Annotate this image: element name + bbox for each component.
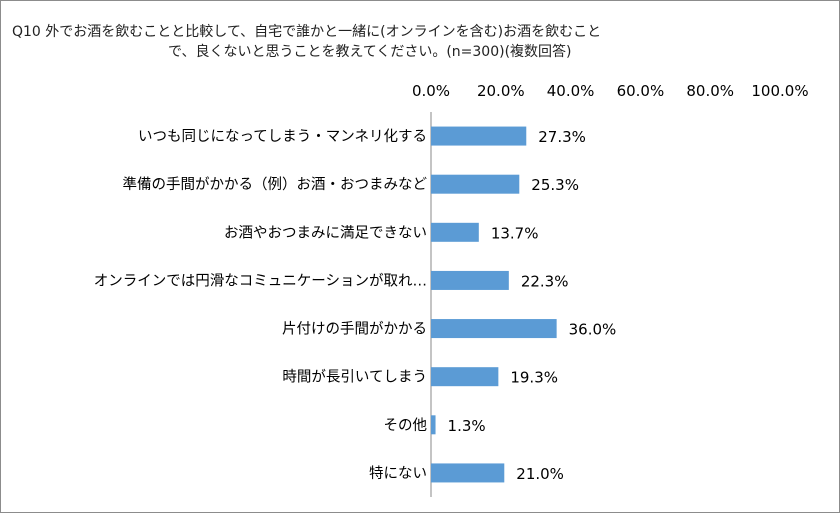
x-tick-label: 40.0%	[547, 82, 595, 100]
category-label: その他	[384, 417, 428, 434]
chart-title-line-2: で、良くないと思うことを教えてください。(n=300)(複数回答)	[168, 43, 572, 60]
x-tick-label: 20.0%	[477, 82, 525, 100]
category-label: オンラインでは円滑なコミュニケーションが取れ…	[94, 272, 427, 289]
bar	[431, 126, 527, 146]
category-label: 特にない	[369, 465, 427, 482]
data-label: 21.0%	[516, 465, 564, 483]
bar	[431, 222, 479, 242]
bar	[431, 367, 499, 387]
x-tick-label: 0.0%	[412, 82, 450, 100]
data-label: 13.7%	[491, 224, 539, 242]
category-label: いつも同じになってしまう・マンネリ化する	[138, 128, 427, 145]
data-label: 22.3%	[521, 272, 569, 290]
category-label: 時間が長引いてしまう	[282, 369, 427, 386]
data-label: 19.3%	[510, 369, 558, 387]
data-label: 36.0%	[569, 321, 617, 339]
data-label: 1.3%	[448, 417, 486, 435]
data-label: 27.3%	[538, 128, 586, 146]
bar	[431, 463, 505, 483]
bar	[431, 319, 557, 339]
bar	[431, 270, 509, 290]
category-label: 片付けの手間がかかる	[282, 321, 427, 338]
x-tick-label: 100.0%	[751, 82, 808, 100]
x-tick-label: 80.0%	[686, 82, 734, 100]
x-tick-label: 60.0%	[617, 82, 665, 100]
category-label: お酒やおつまみに満足できない	[224, 224, 427, 241]
chart-title-line-1: Q10 外でお酒を飲むことと比較して、自宅で誰かと一緒に(オンラインを含む)お酒…	[12, 24, 601, 40]
bar	[431, 415, 436, 435]
bar	[431, 174, 520, 194]
data-label: 25.3%	[531, 176, 579, 194]
category-label: 準備の手間がかかる（例）お酒・おつまみなど	[123, 176, 428, 193]
